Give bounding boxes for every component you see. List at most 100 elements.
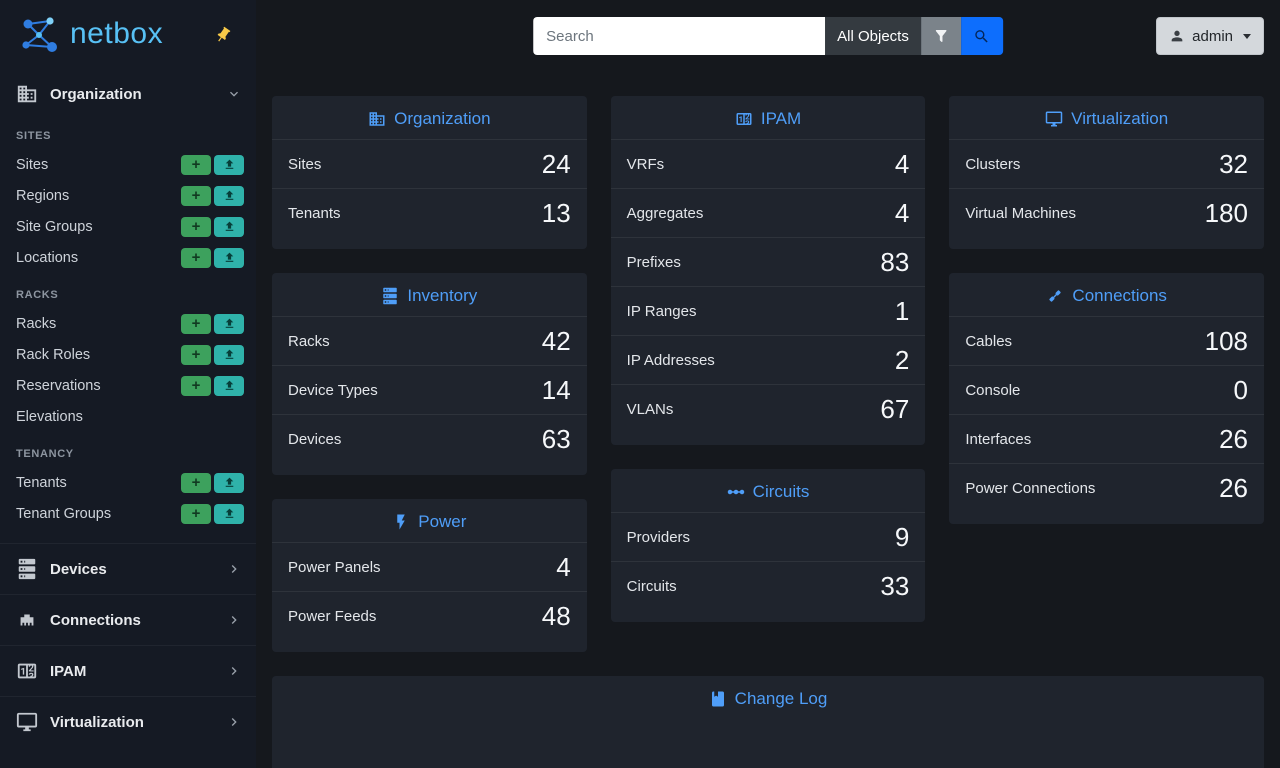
- stat-row[interactable]: VLANs 67: [610, 384, 926, 433]
- sidebar-item-reservations[interactable]: Reservations +: [0, 370, 256, 401]
- sidebar-section-label: Organization: [50, 85, 142, 103]
- pin-sidebar-icon[interactable]: [214, 26, 232, 44]
- import-button[interactable]: [214, 216, 244, 237]
- cable-icon: [1046, 287, 1064, 305]
- stat-row[interactable]: Tenants 13: [272, 188, 587, 237]
- stat-row[interactable]: Providers 9: [610, 512, 926, 561]
- stat-value: 13: [541, 197, 571, 228]
- import-button[interactable]: [214, 472, 244, 493]
- stat-row[interactable]: Power Panels 4: [272, 542, 587, 591]
- stat-row[interactable]: Power Feeds 48: [272, 591, 587, 640]
- sidebar-item-label: Tenant Groups: [16, 505, 112, 522]
- search-icon: [973, 28, 990, 45]
- power-icon: [392, 513, 410, 531]
- add-button[interactable]: +: [181, 247, 211, 268]
- connections-icon: [16, 609, 38, 631]
- dashboard-column-2: IPAM VRFs 4 Aggregates 4 Prefixes 83: [610, 96, 926, 652]
- sidebar-section-devices[interactable]: Devices: [0, 543, 256, 594]
- main-content: All Objects admin Organi: [256, 0, 1280, 768]
- sidebar-item-tenant-groups[interactable]: Tenant Groups +: [0, 498, 256, 529]
- sidebar-item-sites[interactable]: Sites +: [0, 149, 256, 180]
- netbox-logo[interactable]: netbox: [0, 0, 256, 64]
- stat-row[interactable]: Interfaces 26: [949, 414, 1265, 463]
- add-button[interactable]: +: [181, 185, 211, 206]
- import-button[interactable]: [214, 154, 244, 175]
- stat-row[interactable]: IP Addresses 2: [610, 335, 926, 384]
- sidebar-section-label: Virtualization: [50, 713, 144, 731]
- stat-value: 0: [1233, 374, 1249, 405]
- add-button[interactable]: +: [181, 375, 211, 396]
- add-button[interactable]: +: [181, 154, 211, 175]
- dashboard-column-3: Virtualization Clusters 32 Virtual Machi…: [949, 96, 1265, 652]
- change-log-icon: [709, 690, 727, 708]
- sidebar-section-connections[interactable]: Connections: [0, 594, 256, 645]
- import-button[interactable]: [214, 313, 244, 334]
- ipam-card: IPAM VRFs 4 Aggregates 4 Prefixes 83: [610, 96, 926, 445]
- card-title: Circuits: [611, 469, 926, 512]
- sidebar-item-regions[interactable]: Regions +: [0, 180, 256, 211]
- global-search: All Objects: [533, 17, 1003, 55]
- add-button[interactable]: +: [181, 503, 211, 524]
- import-button[interactable]: [214, 247, 244, 268]
- stat-value: 26: [1219, 472, 1249, 503]
- add-button[interactable]: +: [181, 216, 211, 237]
- stat-row[interactable]: Devices 63: [272, 414, 587, 463]
- stat-value: 63: [541, 423, 571, 454]
- ipam-icon: [735, 110, 753, 128]
- stat-row[interactable]: Prefixes 83: [610, 237, 926, 286]
- sidebar-section-ipam[interactable]: IPAM: [0, 645, 256, 696]
- add-button[interactable]: +: [181, 313, 211, 334]
- stat-row[interactable]: IP Ranges 1: [610, 286, 926, 335]
- filter-button[interactable]: [920, 17, 961, 55]
- stat-value: 24: [541, 148, 571, 179]
- stat-row[interactable]: Virtual Machines 180: [949, 188, 1265, 237]
- sidebar-item-site-groups[interactable]: Site Groups +: [0, 211, 256, 242]
- sidebar-item-elevations[interactable]: Elevations: [0, 401, 256, 432]
- sidebar-item-tenants[interactable]: Tenants +: [0, 467, 256, 498]
- import-button[interactable]: [214, 503, 244, 524]
- netbox-logo-text: netbox: [70, 17, 164, 50]
- stat-value: 2: [894, 344, 910, 375]
- search-submit-button[interactable]: [960, 17, 1003, 55]
- search-scope-button[interactable]: All Objects: [825, 17, 921, 55]
- stat-row[interactable]: Aggregates 4: [610, 188, 926, 237]
- stat-row[interactable]: Sites 24: [272, 139, 587, 188]
- import-button[interactable]: [214, 185, 244, 206]
- stat-row[interactable]: Power Connections 26: [949, 463, 1265, 512]
- connections-card: Connections Cables 108 Console 0 Interfa…: [949, 273, 1265, 524]
- stat-row[interactable]: Racks 42: [272, 316, 587, 365]
- sidebar-item-label: Elevations: [16, 408, 83, 425]
- search-input[interactable]: [533, 17, 826, 55]
- circuits-icon: [727, 483, 745, 501]
- import-button[interactable]: [214, 344, 244, 365]
- chevron-right-icon: [226, 663, 242, 679]
- stat-value: 42: [541, 325, 571, 356]
- sidebar-item-racks[interactable]: Racks +: [0, 308, 256, 339]
- sidebar-section-virtualization[interactable]: Virtualization: [0, 696, 256, 747]
- stat-value: 26: [1219, 423, 1249, 454]
- add-button[interactable]: +: [181, 344, 211, 365]
- import-button[interactable]: [214, 375, 244, 396]
- stat-row[interactable]: Circuits 33: [610, 561, 926, 610]
- stat-row[interactable]: VRFs 4: [610, 139, 926, 188]
- chevron-right-icon: [226, 714, 242, 730]
- chevron-right-icon: [226, 612, 242, 628]
- sidebar-item-label: Racks: [16, 315, 57, 332]
- user-menu-button[interactable]: admin: [1156, 17, 1264, 55]
- card-title: Organization: [272, 96, 587, 139]
- stat-row[interactable]: Device Types 14: [272, 365, 587, 414]
- stat-row[interactable]: Cables 108: [949, 316, 1265, 365]
- sidebar-item-rack-roles[interactable]: Rack Roles +: [0, 339, 256, 370]
- stat-row[interactable]: Clusters 32: [949, 139, 1265, 188]
- stat-value: 33: [880, 570, 910, 601]
- stat-row[interactable]: Console 0: [949, 365, 1265, 414]
- stat-value: 32: [1219, 148, 1249, 179]
- stat-value: 108: [1204, 325, 1249, 356]
- sidebar-section-organization[interactable]: Organization: [0, 74, 256, 114]
- power-card: Power Power Panels 4 Power Feeds 48: [272, 499, 587, 652]
- organization-icon: [368, 110, 386, 128]
- circuits-card: Circuits Providers 9 Circuits 33: [610, 469, 926, 622]
- add-button[interactable]: +: [181, 472, 211, 493]
- sidebar-item-locations[interactable]: Locations +: [0, 242, 256, 273]
- card-title: Connections: [949, 273, 1264, 316]
